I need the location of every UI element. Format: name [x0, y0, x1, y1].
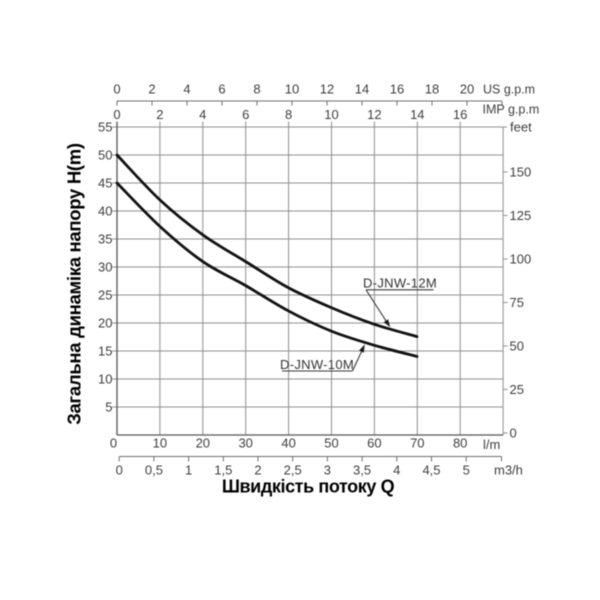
svg-text:50: 50 [324, 436, 338, 451]
svg-text:3: 3 [324, 463, 331, 478]
svg-text:2: 2 [156, 107, 163, 122]
svg-text:25: 25 [98, 288, 112, 303]
svg-text:14: 14 [355, 82, 369, 97]
svg-text:4: 4 [393, 463, 400, 478]
svg-text:16: 16 [390, 82, 404, 97]
svg-text:18: 18 [425, 82, 439, 97]
svg-text:70: 70 [410, 436, 424, 451]
svg-text:2: 2 [148, 82, 155, 97]
svg-text:0: 0 [510, 426, 517, 441]
svg-text:5: 5 [105, 400, 112, 415]
svg-text:0: 0 [110, 436, 117, 451]
svg-text:4: 4 [183, 82, 190, 97]
svg-text:3,5: 3,5 [353, 463, 371, 478]
svg-text:45: 45 [98, 176, 112, 191]
svg-text:10: 10 [98, 372, 112, 387]
svg-text:125: 125 [510, 208, 532, 223]
svg-text:16: 16 [453, 107, 467, 122]
svg-text:20: 20 [460, 82, 474, 97]
svg-text:8: 8 [253, 82, 260, 97]
svg-text:80: 80 [453, 436, 467, 451]
svg-text:75: 75 [510, 295, 524, 310]
svg-text:Загальна динаміка напору H(m): Загальна динаміка напору H(m) [64, 143, 85, 425]
svg-text:150: 150 [510, 165, 532, 180]
svg-text:2,5: 2,5 [284, 463, 302, 478]
svg-text:l/m: l/m [483, 437, 500, 452]
svg-text:6: 6 [242, 107, 249, 122]
svg-text:25: 25 [510, 382, 524, 397]
svg-text:50: 50 [98, 148, 112, 163]
svg-text:1: 1 [185, 463, 192, 478]
svg-text:2: 2 [254, 463, 261, 478]
svg-text:0: 0 [113, 82, 120, 97]
svg-text:55: 55 [98, 120, 112, 135]
svg-text:100: 100 [510, 252, 532, 267]
svg-text:10: 10 [285, 82, 299, 97]
svg-text:10: 10 [153, 436, 167, 451]
svg-text:US g.p.m: US g.p.m [483, 83, 535, 97]
svg-text:5: 5 [463, 463, 470, 478]
svg-text:4: 4 [199, 107, 206, 122]
svg-text:D-JNW-12M: D-JNW-12M [363, 276, 437, 291]
svg-text:40: 40 [98, 204, 112, 219]
svg-text:0: 0 [113, 107, 120, 122]
svg-text:60: 60 [367, 436, 381, 451]
svg-text:30: 30 [238, 436, 252, 451]
svg-text:4,5: 4,5 [422, 463, 440, 478]
svg-text:10: 10 [324, 107, 338, 122]
svg-text:20: 20 [196, 436, 210, 451]
svg-text:m3/h: m3/h [494, 463, 523, 478]
svg-text:1,5: 1,5 [214, 463, 232, 478]
svg-text:IMP g.p.m: IMP g.p.m [483, 103, 540, 117]
svg-text:15: 15 [98, 344, 112, 359]
svg-text:0,5: 0,5 [145, 463, 163, 478]
svg-text:12: 12 [367, 107, 381, 122]
svg-text:50: 50 [510, 339, 524, 354]
svg-text:30: 30 [98, 260, 112, 275]
svg-text:8: 8 [285, 107, 292, 122]
svg-text:35: 35 [98, 232, 112, 247]
svg-text:12: 12 [320, 82, 334, 97]
svg-text:6: 6 [218, 82, 225, 97]
svg-text:D-JNW-10M: D-JNW-10M [280, 357, 354, 372]
svg-text:40: 40 [281, 436, 295, 451]
svg-text:20: 20 [98, 316, 112, 331]
svg-text:Швидкість потоку Q: Швидкість потоку Q [222, 477, 395, 497]
svg-text:feet: feet [510, 120, 532, 135]
svg-text:14: 14 [410, 107, 424, 122]
svg-text:0: 0 [116, 463, 123, 478]
